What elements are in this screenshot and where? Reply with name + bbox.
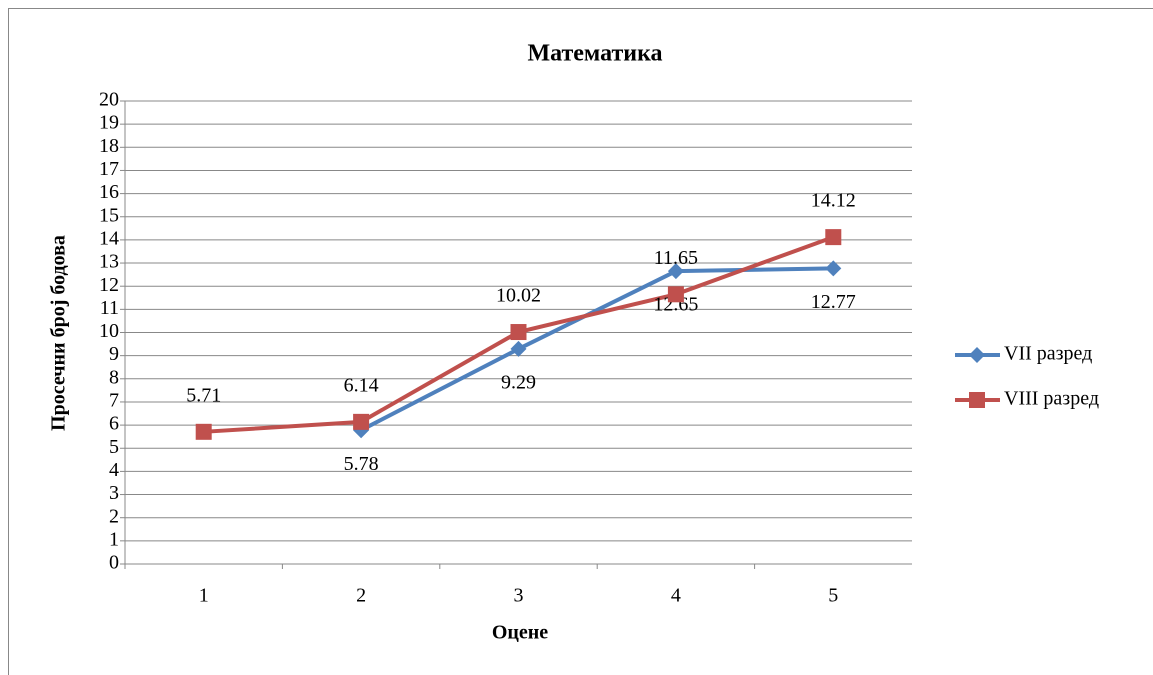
data-label: 5.78 bbox=[344, 453, 379, 475]
y-tick-label: 6 bbox=[109, 413, 119, 435]
data-point bbox=[825, 229, 842, 246]
series-line bbox=[360, 266, 834, 432]
data-label: 9.29 bbox=[501, 372, 536, 394]
legend-label: VIII разред bbox=[1004, 388, 1099, 410]
y-tick-label: 2 bbox=[109, 505, 119, 527]
y-tick-label: 14 bbox=[99, 227, 119, 249]
data-label: 12.77 bbox=[811, 291, 856, 313]
y-tick-label: 1 bbox=[109, 528, 119, 550]
y-tick-label: 3 bbox=[109, 482, 119, 504]
data-label: 11.65 bbox=[654, 247, 698, 269]
y-tick-label: 16 bbox=[99, 181, 119, 203]
legend-label: VII разред bbox=[1004, 343, 1092, 365]
data-point bbox=[510, 340, 527, 357]
data-point bbox=[353, 413, 370, 430]
y-tick-label: 15 bbox=[99, 204, 119, 226]
x-tick-label: 5 bbox=[828, 585, 838, 607]
data-label: 14.12 bbox=[811, 190, 856, 212]
x-tick-label: 1 bbox=[199, 585, 209, 607]
data-label: 5.71 bbox=[186, 384, 221, 406]
data-label: 12.65 bbox=[653, 294, 698, 316]
x-tick-label: 4 bbox=[671, 585, 681, 607]
y-tick-label: 10 bbox=[99, 320, 119, 342]
y-tick-label: 7 bbox=[109, 390, 119, 412]
y-tick-label: 0 bbox=[109, 552, 119, 574]
chart-border bbox=[8, 8, 1153, 675]
data-point bbox=[510, 324, 527, 341]
y-tick-label: 8 bbox=[109, 366, 119, 388]
y-tick-label: 19 bbox=[99, 112, 119, 134]
chart-title: Математика bbox=[527, 41, 662, 67]
y-axis-label: Просечни број бодова bbox=[48, 235, 70, 431]
x-tick-label: 2 bbox=[356, 585, 366, 607]
y-tick-label: 18 bbox=[99, 135, 119, 157]
y-tick-label: 5 bbox=[109, 436, 119, 458]
x-axis-label: Оцене bbox=[492, 622, 548, 644]
data-label: 6.14 bbox=[344, 374, 379, 396]
legend-marker bbox=[969, 347, 985, 363]
y-tick-label: 17 bbox=[99, 158, 119, 180]
y-tick-label: 9 bbox=[109, 343, 119, 365]
y-tick-label: 20 bbox=[99, 89, 119, 111]
data-point bbox=[195, 423, 212, 440]
data-point bbox=[825, 260, 842, 277]
y-tick-label: 13 bbox=[99, 251, 119, 273]
x-tick-label: 3 bbox=[514, 585, 524, 607]
y-tick-label: 12 bbox=[99, 274, 119, 296]
data-label: 10.02 bbox=[496, 285, 541, 307]
data-point bbox=[667, 286, 684, 303]
y-tick-label: 4 bbox=[109, 459, 119, 481]
data-point bbox=[667, 263, 684, 280]
legend-marker bbox=[969, 392, 985, 408]
y-tick-label: 11 bbox=[100, 297, 119, 319]
